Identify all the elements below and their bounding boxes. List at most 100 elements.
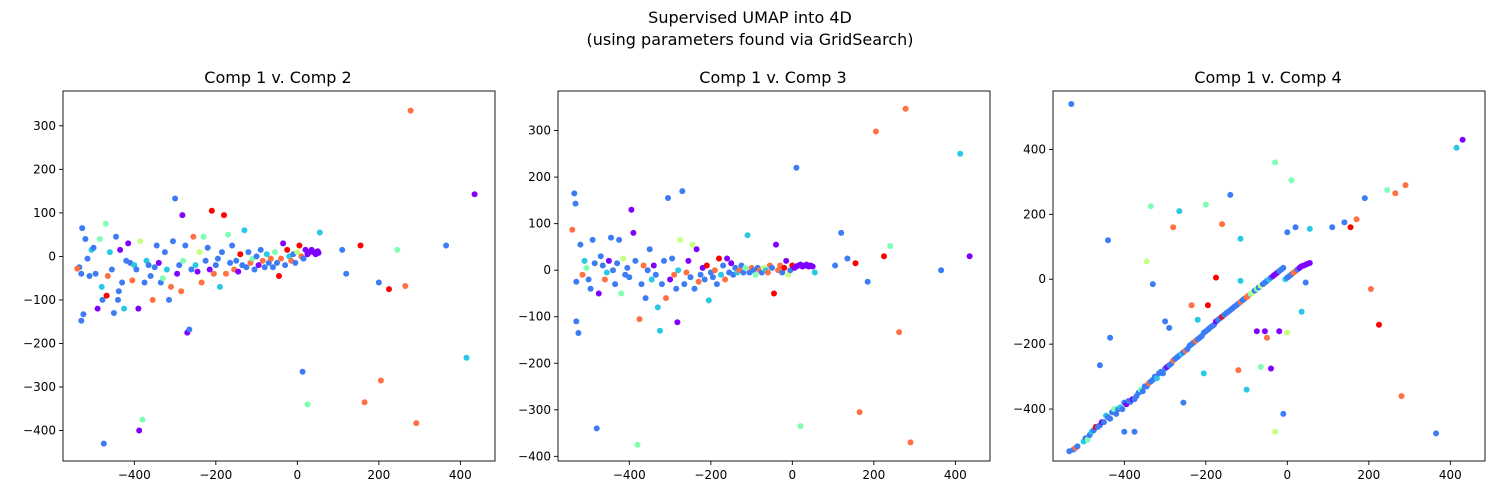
data-point — [267, 255, 274, 262]
data-point — [687, 274, 694, 281]
data-point — [274, 259, 280, 266]
data-point — [1227, 191, 1234, 198]
data-point — [601, 276, 608, 283]
x-tick-label: 0 — [789, 468, 797, 482]
data-point — [630, 229, 637, 236]
data-point — [587, 285, 594, 292]
data-point — [599, 262, 606, 269]
data-point — [141, 279, 148, 286]
data-point — [119, 279, 126, 286]
data-point — [292, 259, 299, 266]
data-point — [626, 274, 633, 281]
data-point — [259, 257, 266, 264]
data-point — [573, 278, 580, 285]
data-point — [644, 267, 651, 274]
data-point — [1280, 410, 1287, 417]
data-point — [176, 262, 183, 269]
y-tick-label: 100 — [33, 206, 56, 220]
data-point — [74, 265, 81, 272]
data-point — [214, 255, 221, 262]
data-point — [1268, 365, 1274, 372]
data-point — [779, 269, 786, 276]
data-point — [1272, 428, 1279, 435]
data-point — [705, 297, 712, 304]
data-point — [1398, 393, 1405, 400]
data-point — [1292, 224, 1299, 231]
data-point — [104, 273, 111, 279]
data-point — [216, 283, 223, 290]
data-point — [269, 264, 276, 271]
data-point — [744, 232, 751, 239]
data-point — [1204, 302, 1211, 309]
data-point — [106, 249, 113, 256]
data-point — [852, 260, 859, 267]
y-tick-label: 0 — [1038, 272, 1046, 286]
data-point — [610, 267, 616, 274]
data-point — [1068, 101, 1075, 107]
data-point — [294, 249, 301, 256]
data-point — [86, 273, 93, 279]
data-point — [605, 257, 612, 264]
panel-title: Comp 1 v. Comp 4 — [1194, 68, 1341, 87]
data-point — [204, 244, 211, 251]
data-point — [671, 271, 678, 278]
data-point — [161, 249, 168, 256]
data-point — [136, 427, 143, 434]
data-point — [174, 270, 181, 277]
data-point — [771, 290, 777, 297]
data-point — [634, 441, 641, 448]
data-point — [1329, 224, 1336, 231]
data-point — [612, 281, 619, 288]
data-point — [636, 316, 643, 323]
data-point — [809, 263, 816, 270]
data-point — [724, 255, 731, 262]
data-point — [1288, 177, 1295, 184]
data-point — [1459, 136, 1466, 143]
data-point — [572, 200, 579, 207]
data-point — [640, 262, 647, 269]
data-point — [614, 260, 621, 267]
data-point — [188, 266, 195, 273]
data-point — [589, 236, 596, 243]
x-tick-label: 0 — [294, 468, 302, 482]
data-point — [713, 281, 720, 288]
x-tick-label: −200 — [1189, 468, 1222, 482]
data-point — [1119, 406, 1126, 413]
data-point — [78, 317, 85, 324]
y-tick-label: 200 — [528, 170, 551, 184]
y-tick-label: −400 — [23, 424, 56, 438]
data-point — [212, 262, 219, 269]
data-point — [129, 277, 136, 284]
data-point — [1347, 224, 1354, 231]
data-point — [377, 377, 384, 384]
data-point — [597, 253, 604, 260]
data-point — [681, 281, 688, 288]
data-point — [1200, 370, 1207, 377]
data-point — [1139, 388, 1146, 395]
data-point — [210, 270, 217, 277]
data-point — [170, 238, 176, 245]
y-tick-label: 100 — [528, 217, 551, 231]
data-point — [1237, 235, 1244, 242]
data-point — [1147, 203, 1154, 210]
data-point — [585, 276, 592, 283]
data-point — [375, 279, 382, 286]
data-point — [180, 257, 187, 264]
data-point — [1107, 415, 1114, 422]
data-point — [685, 257, 692, 264]
data-point — [907, 439, 914, 446]
data-point — [1284, 329, 1291, 336]
data-point — [1074, 443, 1081, 450]
x-tick-label: −400 — [1108, 468, 1141, 482]
data-point — [443, 242, 450, 249]
data-point — [155, 259, 162, 266]
data-point — [133, 266, 140, 273]
axes-frame — [557, 90, 991, 462]
x-tick-label: 0 — [1284, 468, 1292, 482]
data-point — [695, 278, 702, 285]
data-point — [591, 260, 598, 267]
figure-suptitle-line-1: Supervised UMAP into 4D — [648, 8, 852, 27]
data-point — [1105, 237, 1111, 244]
data-point — [783, 257, 790, 264]
data-point — [1402, 182, 1409, 189]
